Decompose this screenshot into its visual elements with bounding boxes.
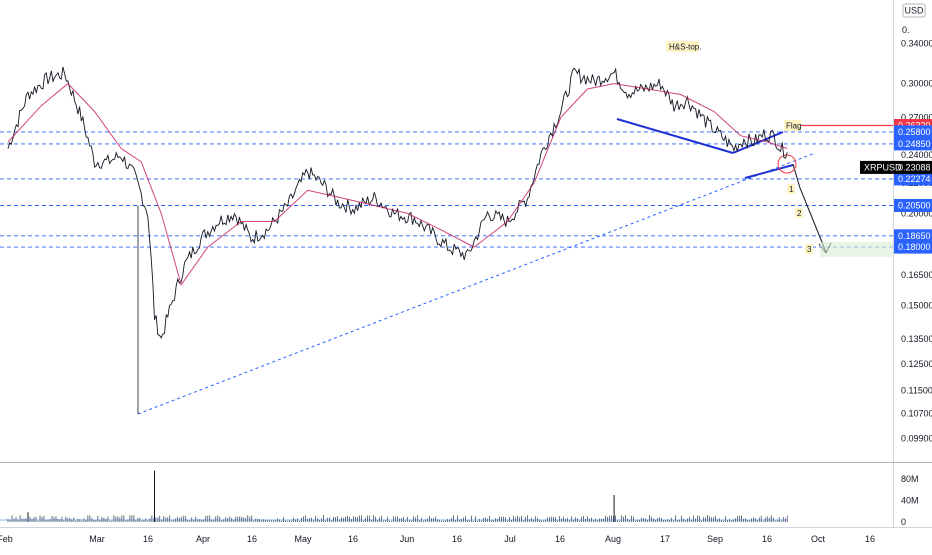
- target-3-annotation: 3: [807, 245, 812, 254]
- target-1-annotation: 1: [789, 185, 794, 194]
- x-tick-label: 16: [143, 534, 153, 544]
- x-tick-label: 16: [865, 534, 875, 544]
- projection-path: [792, 163, 827, 253]
- annotation-bg: [795, 208, 803, 218]
- price-badge: [894, 125, 932, 139]
- y-tick-label: 0.34000: [901, 39, 932, 49]
- x-tick-label: Sep: [707, 534, 723, 544]
- price-line: [7, 66, 788, 339]
- x-tick-label: Jun: [400, 534, 415, 544]
- y-tick-label: 0.15000: [901, 301, 932, 311]
- price-badge-label: 0.20500: [898, 201, 931, 211]
- horizontal-levels: [0, 124, 893, 248]
- y-tick-label: 0.09900: [901, 433, 932, 443]
- x-tick-label: Apr: [196, 534, 210, 544]
- price-badge: [894, 172, 932, 186]
- price-badge: [894, 199, 932, 212]
- annotation-bg: [784, 120, 801, 131]
- annotation-bg: [805, 244, 813, 254]
- price-series: [7, 66, 788, 414]
- x-tick-label: 16: [555, 534, 565, 544]
- volume-pane: 80M 40M 0: [0, 470, 919, 527]
- annotations: H&S-top. Flag 1 2 3: [666, 41, 813, 254]
- neckline-left: [616, 118, 734, 154]
- price-badge-label: 0.24850: [898, 139, 931, 149]
- x-axis-ticks: Feb Mar 16 Apr 16 May 16 Jun 16 Jul 16 Aug 17 Sep 16 Oc…: [0, 534, 875, 544]
- y-tick-label: 0.30000: [901, 79, 932, 89]
- x-tick-label: 17: [660, 534, 670, 544]
- annotation-bg: [666, 41, 699, 52]
- price-badge: [894, 240, 932, 254]
- price-badge-label: 0.18650: [898, 231, 931, 241]
- price-badge-label: 0.18000: [898, 242, 931, 252]
- flag-upper-line: [732, 131, 784, 154]
- last-price-value: 0.23088: [898, 162, 931, 172]
- x-tick-label: Jul: [504, 534, 516, 544]
- target-zone: [820, 242, 893, 257]
- symbol-label: XRPUSD: [864, 162, 902, 172]
- annotation-bg: [787, 184, 795, 194]
- y-tick-label: 0.11500: [901, 386, 932, 396]
- y-axis-top-label: 0.: [902, 25, 910, 35]
- x-tick-label: Mar: [89, 534, 105, 544]
- y-tick-label: 0.24000: [901, 150, 932, 160]
- target-2-annotation: 2: [797, 209, 802, 218]
- x-tick-label: May: [294, 534, 312, 544]
- volume-axis-label: 0: [901, 517, 906, 527]
- x-tick-label: 16: [348, 534, 358, 544]
- price-badge: [894, 137, 932, 151]
- last-price-badge: [860, 160, 932, 174]
- flag-annotation: Flag: [786, 122, 802, 131]
- price-badge: [894, 229, 932, 243]
- moving-average-line: [7, 82, 788, 286]
- x-tick-label: 16: [452, 534, 462, 544]
- x-tick-label: 16: [247, 534, 257, 544]
- flag-lower-line: [744, 164, 794, 179]
- x-tick-label: Feb: [0, 534, 13, 544]
- volume-axis-label: 80M: [901, 474, 919, 484]
- y-tick-label: 0.12500: [901, 359, 932, 369]
- y-tick-label: 0.10700: [901, 409, 932, 419]
- x-tick-label: Oct: [811, 534, 826, 544]
- trendlines: [137, 118, 893, 415]
- y-tick-label: 0.20000: [901, 208, 932, 218]
- breakout-circle: [777, 154, 797, 174]
- volume-axis-label: 40M: [901, 495, 919, 505]
- y-tick-label: 0.16500: [901, 270, 932, 280]
- price-badge-label: 0.25800: [898, 127, 931, 137]
- x-tick-label: 16: [762, 534, 772, 544]
- price-badge-label: 0.22274: [898, 174, 931, 184]
- x-tick-label: Aug: [605, 534, 621, 544]
- currency-box: [902, 3, 926, 18]
- rising-support-line: [137, 152, 816, 415]
- currency-label: USD: [904, 6, 924, 16]
- y-tick-label: 0.13500: [901, 334, 932, 344]
- y-tick-label: 0.27000: [901, 112, 932, 122]
- price-badges: 0.263200.258000.248500.222740.205000.186…: [860, 119, 932, 254]
- hs-top-annotation: H&S-top.: [669, 43, 701, 52]
